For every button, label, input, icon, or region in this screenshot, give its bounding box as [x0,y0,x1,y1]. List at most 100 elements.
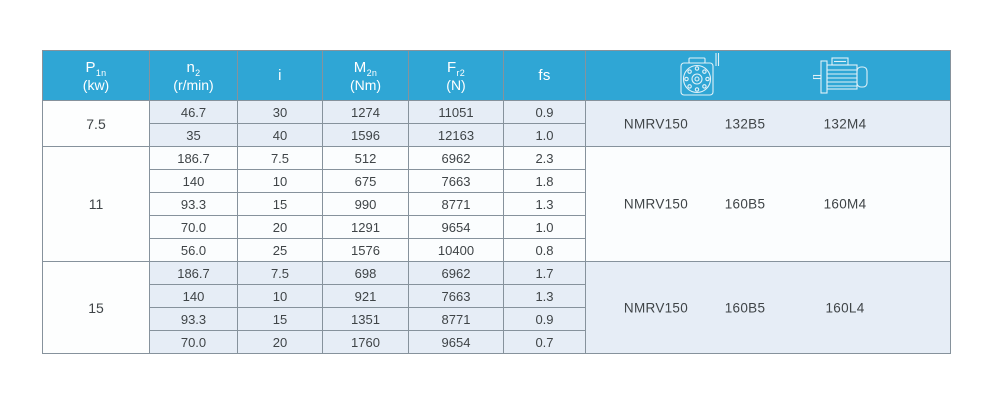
table-row: 35 40 1596 12163 1.0 [43,123,951,147]
service-factor-cell: 1.7 [503,261,586,285]
power-subscript: 1n [95,67,107,78]
torque-cell: 1596 [322,123,409,147]
header-row: P1n (kw) n2 (r/min) i M2n (Nm) Fr2 (N) [42,50,951,101]
motor-frame: 160M4 [823,196,867,212]
table-row: 93.3 15 990 8771 1.3 [43,192,951,216]
speed-cell: 70.0 [149,330,238,354]
table-row: 140 10 921 7663 1.3 [43,284,951,308]
radial-load-cell: 11051 [408,100,504,124]
service-factor-cell: 1.3 [503,192,586,216]
gearbox-model: NMRV150 [623,300,689,315]
col-header-radial-load: Fr2 (N) [408,50,504,101]
speed-cell: 186.7 [149,261,238,285]
service-factor-cell: 0.7 [503,330,586,354]
torque-cell: 990 [322,192,409,216]
flange-size: 132B5 [724,116,766,131]
service-factor-cell: 0.9 [503,307,586,331]
radial-load-cell: 7663 [408,284,504,308]
col-header-power: P1n (kw) [42,50,150,101]
service-factor-cell: 0.8 [503,238,586,262]
table-body: 7.5 46.7 30 1274 11051 0.9 NMRV150 132B5 132M4 35… [42,100,951,354]
unit-combination-cell: NMRV150 160B5 160M4 [585,146,951,262]
gearbox-model: NMRV150 [623,116,689,131]
radial-load-cell: 9654 [408,215,504,239]
speed-cell: 56.0 [149,238,238,262]
flange-size: 160B5 [724,300,766,315]
motor-frame: 132M4 [823,116,867,131]
ratio-cell: 10 [237,284,323,308]
service-factor-cell: 1.3 [503,284,586,308]
service-factor-cell: 0.9 [503,100,586,124]
radial-load-cell: 12163 [408,123,504,147]
radial-load-cell: 6962 [408,261,504,285]
worm-gearbox-icon [680,53,720,96]
torque-cell: 1291 [322,215,409,239]
table-row: 7.5 46.7 30 1274 11051 0.9 NMRV150 132B5 132M4 [42,100,951,147]
table-row: 56.0 25 1576 10400 0.8 [43,238,951,262]
ratio-cell: 10 [237,169,323,193]
radial-load-subscript: r2 [456,67,466,78]
radial-load-cell: 6962 [408,146,504,170]
torque-cell: 1274 [322,100,409,124]
motor-frame: 160L4 [825,300,865,315]
torque-cell: 921 [322,284,409,308]
table-row: 11 186.7 7.5 512 6962 2.3 NMRV150 160B5 160M4 [42,146,951,262]
radial-load-cell: 8771 [408,307,504,331]
ratio-cell: 25 [237,238,323,262]
speed-cell: 93.3 [149,307,238,331]
ratio-cell: 30 [237,100,323,124]
service-factor-symbol: fs [538,66,551,84]
gearmotor-spec-table: P1n (kw) n2 (r/min) i M2n (Nm) Fr2 (N) [42,50,951,354]
gearbox-model: NMRV150 [623,196,689,212]
radial-load-cell: 9654 [408,330,504,354]
torque-unit: (Nm) [349,76,382,93]
torque-cell: 1576 [322,238,409,262]
ratio-cell: 20 [237,215,323,239]
ratio-cell: 15 [237,307,323,331]
unit-combination-cell: NMRV150 160B5 160L4 [585,261,951,354]
ratio-cell: 40 [237,123,323,147]
speed-cell: 35 [149,123,238,147]
service-factor-cell: 1.8 [503,169,586,193]
flange-size: 160B5 [724,196,766,212]
power-cell: 7.5 [42,100,150,147]
torque-cell: 675 [322,169,409,193]
torque-cell: 698 [322,261,409,285]
torque-cell: 512 [322,146,409,170]
torque-subscript: 2n [366,67,378,78]
power-cell: 15 [42,261,150,354]
radial-load-cell: 7663 [408,169,504,193]
speed-cell: 46.7 [149,100,238,124]
speed-cell: 140 [149,284,238,308]
ratio-symbol: i [278,66,282,84]
col-header-torque: M2n (Nm) [322,50,409,101]
torque-cell: 1760 [322,330,409,354]
unit-combination-cell: NMRV150 132B5 132M4 [585,100,951,147]
col-header-speed: n2 (r/min) [149,50,238,101]
service-factor-cell: 1.0 [503,215,586,239]
ratio-cell: 7.5 [237,261,323,285]
power-cell: 11 [42,146,150,262]
radial-load-unit: (N) [446,76,466,93]
col-header-unit-combination [585,50,951,101]
radial-load-cell: 8771 [408,192,504,216]
table-row: 70.0 20 1760 9654 0.7 [43,330,951,354]
service-factor-cell: 2.3 [503,146,586,170]
table-row: 93.3 15 1351 8771 0.9 [43,307,951,331]
power-unit: (kw) [82,76,110,93]
radial-load-symbol: F [446,58,457,76]
speed-cell: 70.0 [149,215,238,239]
torque-symbol: M [353,58,367,76]
power-symbol: P [85,58,96,76]
table-row: 15 186.7 7.5 698 6962 1.7 NMRV150 160B5 160L4 [42,261,951,354]
ratio-cell: 15 [237,192,323,216]
speed-cell: 93.3 [149,192,238,216]
ratio-cell: 20 [237,330,323,354]
speed-unit: (r/min) [173,76,214,93]
ratio-cell: 7.5 [237,146,323,170]
col-header-service-factor: fs [503,50,586,101]
col-header-ratio: i [237,50,323,101]
table-header: P1n (kw) n2 (r/min) i M2n (Nm) Fr2 (N) [42,50,951,101]
speed-subscript: 2 [195,67,201,78]
